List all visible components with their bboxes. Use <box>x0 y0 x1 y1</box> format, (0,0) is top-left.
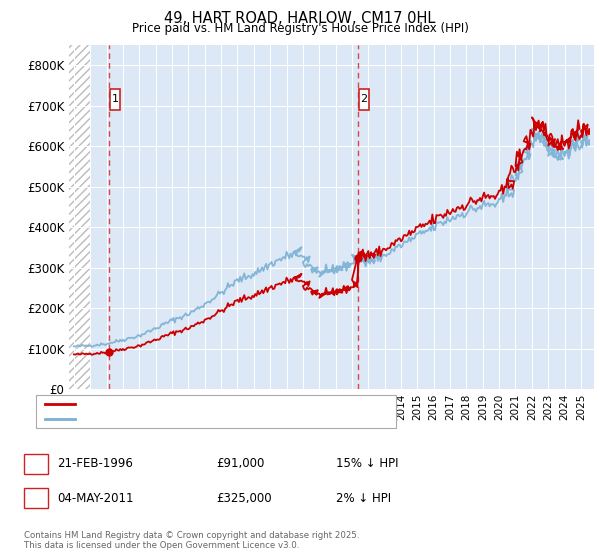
Text: 15% ↓ HPI: 15% ↓ HPI <box>336 457 398 470</box>
Text: 1: 1 <box>112 95 118 105</box>
Text: Price paid vs. HM Land Registry's House Price Index (HPI): Price paid vs. HM Land Registry's House … <box>131 22 469 35</box>
Text: £91,000: £91,000 <box>216 457 265 470</box>
Text: Contains HM Land Registry data © Crown copyright and database right 2025.
This d: Contains HM Land Registry data © Crown c… <box>24 531 359 550</box>
Text: 49, HART ROAD, HARLOW, CM17 0HL: 49, HART ROAD, HARLOW, CM17 0HL <box>164 11 436 26</box>
Text: 49, HART ROAD, HARLOW, CM17 0HL (detached house): 49, HART ROAD, HARLOW, CM17 0HL (detache… <box>81 399 390 409</box>
Text: 2: 2 <box>360 95 367 105</box>
Bar <box>69 45 90 389</box>
FancyBboxPatch shape <box>110 90 120 110</box>
Text: 04-MAY-2011: 04-MAY-2011 <box>57 492 133 505</box>
Text: 2: 2 <box>32 492 40 505</box>
Text: HPI: Average price, detached house, Harlow: HPI: Average price, detached house, Harl… <box>81 414 326 424</box>
Text: 21-FEB-1996: 21-FEB-1996 <box>57 457 133 470</box>
Text: 2% ↓ HPI: 2% ↓ HPI <box>336 492 391 505</box>
FancyBboxPatch shape <box>359 90 368 110</box>
Text: 1: 1 <box>32 457 40 470</box>
Text: £325,000: £325,000 <box>216 492 272 505</box>
